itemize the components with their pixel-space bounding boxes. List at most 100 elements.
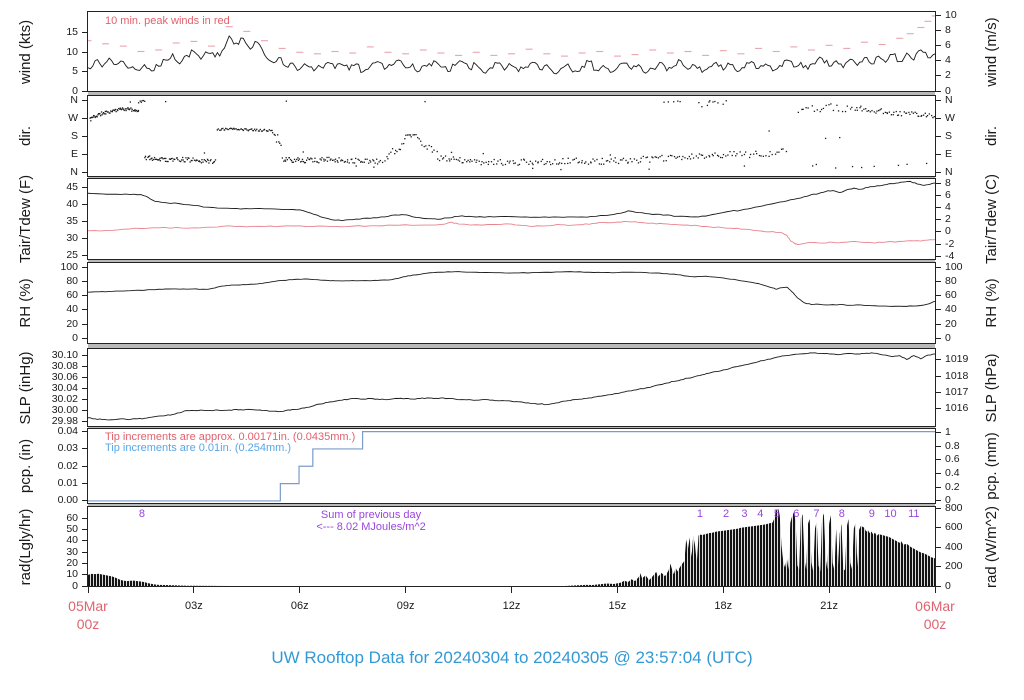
y-tick-mark bbox=[82, 238, 87, 240]
x-tick-label: 18z bbox=[714, 600, 733, 612]
panel-wind: 10 min. peak winds in red bbox=[87, 11, 936, 92]
annotation-local-hour-label: 3 bbox=[741, 508, 748, 520]
y-tick-mark bbox=[82, 90, 87, 92]
panel-plot-pcp bbox=[88, 431, 935, 502]
y-tick-label: 0 bbox=[945, 494, 951, 507]
y-tick-mark bbox=[82, 517, 87, 519]
x-tick-label: 21z bbox=[820, 600, 838, 612]
annotation-local-hour-label: 8 bbox=[838, 508, 845, 520]
y-tick-label: 15 bbox=[66, 26, 78, 39]
y-tick-mark bbox=[936, 219, 941, 221]
annotation-prev-day-sum-line2: <--- 8.02 MJoules/m^2 bbox=[316, 521, 426, 533]
y-tick-label: 4 bbox=[945, 54, 951, 67]
wind-avg-trace bbox=[88, 35, 935, 75]
y-tick-mark bbox=[936, 391, 941, 393]
y-tick-mark bbox=[82, 483, 87, 485]
y-tick-mark bbox=[936, 99, 941, 101]
y-tick-label: 10 bbox=[66, 568, 78, 581]
panel-plot-tair bbox=[88, 180, 935, 245]
y-tick-label: W bbox=[68, 111, 78, 124]
y-tick-label: N bbox=[945, 93, 953, 106]
y-tick-mark bbox=[82, 187, 87, 189]
x-tick-label: 12z bbox=[502, 600, 521, 612]
annotation-local-hour-label: 7 bbox=[813, 508, 820, 520]
y-tick-mark bbox=[936, 231, 941, 233]
wind-direction-dots bbox=[89, 99, 935, 171]
annotation-local-hour-label: 4 bbox=[757, 508, 764, 520]
y-tick-mark bbox=[82, 221, 87, 223]
y-tick-mark bbox=[936, 566, 941, 568]
x-tick-mark bbox=[193, 587, 195, 593]
y-tick-mark bbox=[936, 206, 941, 208]
y-tick-label: W bbox=[945, 111, 955, 124]
y-tick-label: 40 bbox=[66, 198, 78, 211]
y-tick-mark bbox=[936, 486, 941, 488]
x-tick-label: 15z bbox=[608, 600, 627, 612]
y-tick-mark bbox=[82, 153, 87, 155]
y-tick-label: 20 bbox=[945, 317, 957, 330]
y-tick-label: 1016 bbox=[945, 402, 969, 415]
y-tick-label: 40 bbox=[66, 303, 78, 316]
y-tick-label: N bbox=[70, 165, 78, 178]
panel-plot-slp bbox=[88, 352, 935, 421]
y-tick-mark bbox=[936, 445, 941, 447]
y-tick-mark bbox=[82, 421, 87, 423]
y-tick-mark bbox=[936, 30, 941, 32]
y-tick-mark bbox=[82, 585, 87, 587]
y-tick-mark bbox=[936, 194, 941, 196]
panel-gap bbox=[88, 504, 935, 506]
x-tick-mark bbox=[87, 587, 89, 593]
x-tick-label: 06z bbox=[290, 600, 309, 612]
y-tick-mark bbox=[936, 117, 941, 119]
x-tick-mark bbox=[934, 587, 936, 593]
y-tick-label: 60 bbox=[66, 289, 78, 302]
y-tick-label: 0.03 bbox=[57, 442, 78, 455]
y-tick-mark bbox=[936, 60, 941, 62]
y-tick-mark bbox=[936, 408, 941, 410]
panel-plot-rad bbox=[88, 508, 935, 586]
rh-trace-trace bbox=[88, 271, 935, 307]
y-tick-label: 20 bbox=[66, 317, 78, 330]
annotation-local-hour-label: 9 bbox=[868, 508, 875, 520]
y-tick-mark bbox=[936, 45, 941, 47]
x-tick-mark bbox=[828, 587, 830, 593]
y-tick-mark bbox=[82, 431, 87, 433]
y-tick-label: 10 bbox=[945, 9, 957, 22]
y-tick-label: 0.8 bbox=[945, 439, 960, 452]
y-tick-mark bbox=[82, 448, 87, 450]
y-tick-label: 20 bbox=[66, 556, 78, 569]
y-tick-label: 8 bbox=[945, 176, 951, 189]
y-tick-mark bbox=[936, 15, 941, 17]
y-tick-mark bbox=[936, 280, 941, 282]
y-tick-label: 30.04 bbox=[51, 382, 78, 395]
y-tick-mark bbox=[82, 529, 87, 531]
y-tick-label: 6 bbox=[945, 39, 951, 52]
y-tick-mark bbox=[936, 323, 941, 325]
y-tick-label: -2 bbox=[945, 237, 955, 250]
y-tick-label: E bbox=[70, 147, 78, 160]
x-tick-mark bbox=[722, 587, 724, 593]
y-tick-mark bbox=[936, 459, 941, 461]
y-tick-label: 30.08 bbox=[51, 360, 78, 373]
y-tick-label: S bbox=[70, 129, 78, 142]
y-tick-label: 80 bbox=[945, 274, 957, 287]
y-tick-mark bbox=[936, 432, 941, 434]
y-tick-mark bbox=[82, 266, 87, 268]
tdew-trace-trace bbox=[88, 221, 935, 245]
y-tick-mark bbox=[936, 337, 941, 339]
y-tick-label: 60 bbox=[945, 289, 957, 302]
y-tick-mark bbox=[936, 182, 941, 184]
panel-dir bbox=[87, 95, 936, 177]
y-tick-mark bbox=[82, 280, 87, 282]
panel-slp bbox=[87, 348, 936, 427]
x-tick-mark bbox=[405, 587, 407, 593]
y-tick-label: 40 bbox=[945, 303, 957, 316]
x-tick-mark bbox=[616, 587, 618, 593]
y-tick-label: 0 bbox=[72, 579, 78, 592]
y-tick-mark bbox=[936, 585, 941, 587]
y-tick-label: 29.98 bbox=[51, 415, 78, 428]
y-tick-mark bbox=[936, 135, 941, 137]
x-tick-label: 03z bbox=[185, 600, 203, 612]
y-tick-mark bbox=[936, 171, 941, 173]
